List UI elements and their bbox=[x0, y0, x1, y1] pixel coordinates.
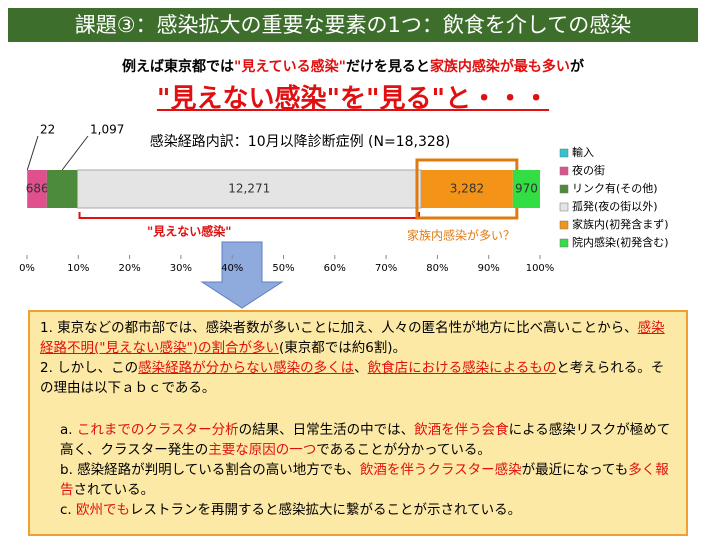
paragraph: 1. 東京などの都市部では、感染者数が多いことに加え、人々の匿名性が地方に比べ高… bbox=[40, 318, 676, 358]
x-tick-label: 10% bbox=[67, 263, 89, 274]
data-label: 3,282 bbox=[450, 182, 484, 196]
x-tick-label: 0% bbox=[19, 263, 35, 274]
bar-segment bbox=[27, 170, 28, 208]
text: c. bbox=[60, 502, 77, 518]
paragraph: b. 感染経路が判明している割合の高い地方でも、飲酒を伴うクラスター感染が最近に… bbox=[40, 460, 676, 500]
text: (東京都では約6割)。 bbox=[278, 340, 407, 356]
headline: "見えない感染"を"見る"と・・・ bbox=[156, 84, 550, 114]
leader-line bbox=[26, 135, 39, 171]
text: だけを見ると bbox=[345, 59, 430, 75]
text: レストランを再開すると感染拡大に繋がることが示されている。 bbox=[130, 502, 522, 518]
data-label: 12,271 bbox=[228, 182, 270, 196]
data-label: 686 bbox=[26, 182, 49, 196]
paragraph: a. これまでのクラスター分析の結果、日常生活の中では、飲酒を伴う会食による感染… bbox=[40, 420, 676, 460]
bar-segment bbox=[46, 170, 78, 208]
text: 飲酒を伴うクラスター感染 bbox=[359, 462, 522, 478]
text: と考えられる。その理由は以下ａｂｃである。 bbox=[40, 360, 665, 396]
text: a. bbox=[60, 422, 77, 438]
text: の結果、日常生活の中では、 bbox=[238, 422, 415, 438]
bracket bbox=[78, 212, 420, 219]
text: 感染経路が分からない感染の多くは bbox=[138, 360, 355, 376]
text: 、 bbox=[354, 360, 368, 376]
legend-swatch bbox=[559, 220, 569, 230]
chart-title: 感染経路内訳：10月以降診断症例 (N=18,328) bbox=[150, 133, 450, 150]
text: されている。 bbox=[73, 482, 155, 498]
x-tick-label: 100% bbox=[526, 263, 555, 274]
legend-label: 家族内(初発含まず) bbox=[572, 217, 669, 231]
text: 欧州でも bbox=[76, 502, 131, 518]
legend-swatch bbox=[559, 148, 569, 158]
text: 2. しかし、この bbox=[40, 360, 139, 376]
legend-label: 孤発(夜の街以外) bbox=[572, 199, 658, 213]
text: 飲酒を伴う会食 bbox=[414, 422, 509, 438]
x-tick-label: 70% bbox=[375, 263, 397, 274]
x-tick-label: 60% bbox=[324, 263, 346, 274]
data-label: 22 bbox=[40, 123, 55, 137]
bar-segment bbox=[420, 170, 513, 208]
text: "見えている感染" bbox=[234, 59, 346, 75]
annotation: 家族内感染が多い？ bbox=[407, 228, 515, 243]
arrow bbox=[200, 241, 284, 309]
x-tick-label: 50% bbox=[272, 263, 294, 274]
text: であることが分かっている。 bbox=[316, 442, 491, 458]
bar-segment bbox=[512, 170, 540, 208]
data-label: 970 bbox=[515, 182, 538, 196]
paragraph: c. 欧州でもレストランを再開すると感染拡大に繋がることが示されている。 bbox=[40, 500, 676, 520]
text: 感染経路不明("見えない感染")の割合が多い bbox=[40, 320, 665, 356]
legend-swatch bbox=[559, 202, 569, 212]
text: 多く報告 bbox=[60, 462, 669, 498]
text: 例えば東京都では bbox=[122, 59, 235, 75]
paragraph: 2. しかし、この感染経路が分からない感染の多くは、飲食店における感染によるもの… bbox=[40, 358, 676, 398]
legend-label: リンク有(その他) bbox=[572, 181, 658, 195]
x-tick-label: 90% bbox=[478, 263, 500, 274]
legend-label: 輸入 bbox=[572, 145, 594, 159]
text: による感染リスクが極めて高く、クラスター発生の bbox=[60, 422, 671, 458]
text: 主要な原因の一つ bbox=[208, 442, 317, 458]
legend-swatch bbox=[559, 184, 569, 194]
slide-title: 課題③：感染拡大の重要な要素の1つ：飲食を介しての感染 bbox=[8, 8, 698, 42]
annotation: "見えない感染" bbox=[147, 224, 232, 239]
text: 飲食店における感染によるもの bbox=[367, 360, 557, 376]
leader-line bbox=[61, 135, 89, 171]
bar-segment bbox=[27, 170, 47, 208]
x-tick-label: 20% bbox=[118, 263, 140, 274]
legend-label: 夜の街 bbox=[572, 163, 605, 177]
lead-line: 例えば東京都では"見えている感染"だけを見ると家族内感染が最も多いが bbox=[0, 56, 706, 76]
bar-segment bbox=[77, 169, 422, 209]
text: が最近になっても bbox=[521, 462, 629, 478]
legend-swatch bbox=[559, 166, 569, 176]
legend-label: 院内感染(初発含む) bbox=[572, 235, 669, 249]
x-tick-label: 80% bbox=[426, 263, 448, 274]
text: 1. 東京などの都市部では、感染者数が多いことに加え、人々の匿名性が地方に比べ高… bbox=[40, 320, 638, 336]
text: 家族内感染が最も多い bbox=[429, 59, 570, 75]
data-label: 1,097 bbox=[90, 123, 124, 137]
legend-swatch bbox=[559, 238, 569, 248]
text: が bbox=[569, 59, 584, 75]
text-box: 1. 東京などの都市部では、感染者数が多いことに加え、人々の匿名性が地方に比べ高… bbox=[28, 310, 688, 536]
text: b. 感染経路が判明している割合の高い地方でも、 bbox=[60, 462, 360, 478]
x-tick-label: 40% bbox=[221, 263, 243, 274]
text: これまでのクラスター分析 bbox=[76, 422, 239, 438]
x-tick-label: 30% bbox=[170, 263, 192, 274]
